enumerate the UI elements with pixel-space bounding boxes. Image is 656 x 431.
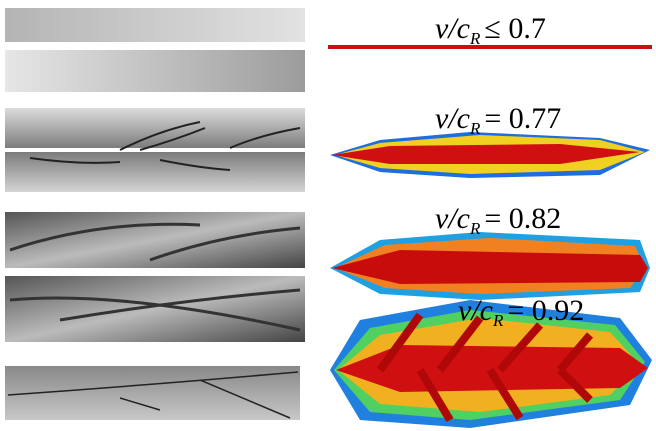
label-part: v/c (435, 102, 470, 135)
label-part: = 0.92 (507, 294, 584, 327)
label-part: R (469, 119, 481, 138)
label-part: = 0.82 (484, 202, 561, 235)
velocity-label: v/cR= 0.77 (435, 102, 561, 138)
label-part: R (492, 311, 504, 330)
experiment-images (5, 8, 305, 420)
label-part: v/c (435, 202, 470, 235)
label-part: ≤ 0.7 (484, 12, 545, 45)
label-part: R (469, 29, 481, 48)
velocity-label: v/cR= 0.82 (435, 202, 561, 238)
label-part: v/c (458, 294, 493, 327)
velocity-label: v/cR= 0.92 (458, 294, 584, 330)
figure: v/cR≤ 0.7 v/cR= 0.77 v/cR= 0.82 v/cR= 0.… (0, 0, 656, 431)
label-part: v/c (435, 12, 470, 45)
label-part: R (469, 219, 481, 238)
label-part: = 0.77 (484, 102, 561, 135)
velocity-label: v/cR≤ 0.7 (435, 12, 546, 48)
